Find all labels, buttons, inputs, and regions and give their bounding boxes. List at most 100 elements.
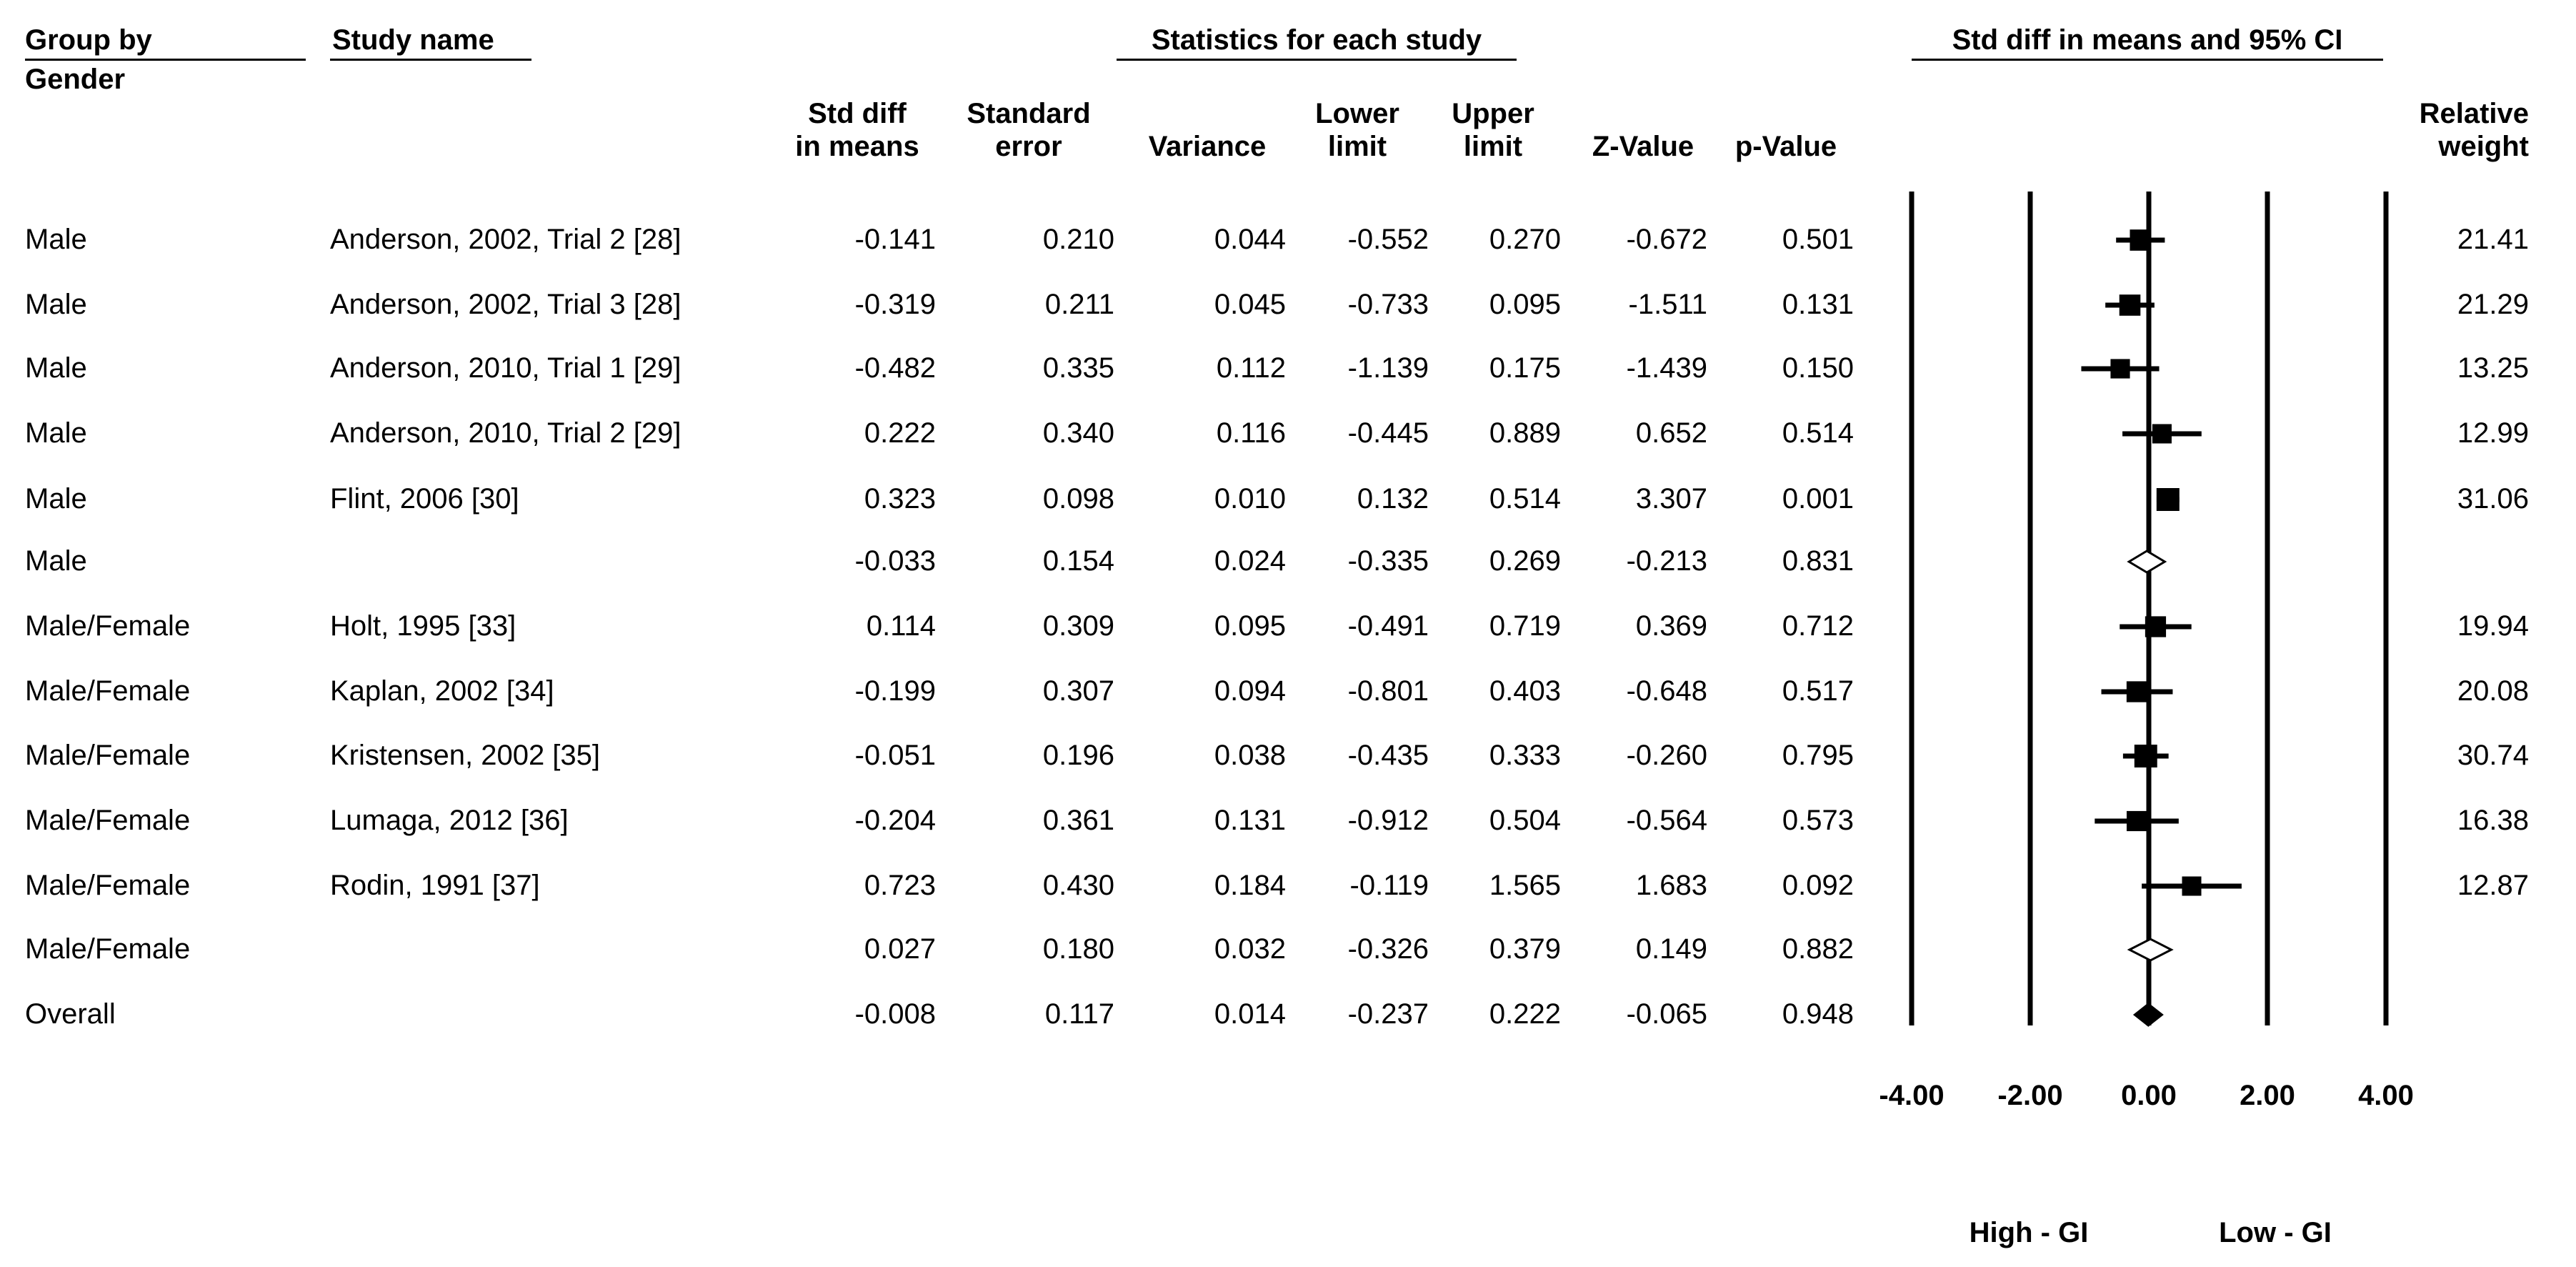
effect-size-marker [2126,810,2147,832]
cell-std-diff: -0.141 [854,224,936,255]
x-tick-label: -4.00 [1879,1080,1945,1111]
cell-std-error: 0.154 [1042,545,1114,577]
cell-lower-limit: -0.335 [1347,545,1429,577]
cell-std-error: 0.340 [1042,417,1114,449]
cell-lower-limit: -0.435 [1347,740,1429,771]
cell-p-value: 0.150 [1782,352,1854,384]
cell-group: Male [25,417,87,449]
cell-study-name: Anderson, 2002, Trial 3 [28] [330,289,682,320]
header-statistics-group: Statistics for each study [1151,24,1482,56]
cell-z-value: 0.369 [1635,610,1707,642]
cell-z-value: -1.439 [1626,352,1707,384]
effect-size-marker [2182,876,2202,896]
cell-study-name: Kaplan, 2002 [34] [330,675,554,707]
cell-std-error: 0.210 [1042,224,1114,255]
col-lower-limit: Lower limit [1315,98,1399,162]
effect-size-marker [2145,616,2167,637]
header-group-by-underline [25,59,306,61]
col-z-value: Z-Value [1592,131,1694,162]
left-direction-label: High - GI [1969,1217,2089,1248]
cell-std-diff: -0.482 [854,352,936,384]
cell-group: Male/Female [25,805,191,836]
cell-std-diff: 0.723 [864,870,936,901]
cell-group: Male [25,224,87,255]
cell-group: Male [25,352,87,384]
col-p-value: p-Value [1734,131,1837,162]
cell-std-error: 0.335 [1042,352,1114,384]
cell-std-diff: 0.323 [864,483,936,515]
cell-group: Male/Female [25,675,191,707]
cell-relative-weight: 12.87 [2457,870,2529,901]
cell-p-value: 0.517 [1782,675,1854,707]
cell-variance: 0.032 [1214,933,1286,965]
effect-size-marker [2126,681,2148,702]
cell-study-name: Anderson, 2002, Trial 2 [28] [330,224,682,255]
cell-std-error: 0.098 [1042,483,1114,515]
cell-std-diff: -0.033 [854,545,936,577]
cell-group: Male/Female [25,870,191,901]
cell-z-value: 3.307 [1635,483,1707,515]
cell-p-value: 0.712 [1782,610,1854,642]
cell-group: Male [25,289,87,320]
cell-upper-limit: 0.269 [1489,545,1561,577]
cell-lower-limit: -0.326 [1347,933,1429,965]
cell-p-value: 0.092 [1782,870,1854,901]
cell-variance: 0.095 [1214,610,1286,642]
cell-p-value: 0.131 [1782,289,1854,320]
cell-lower-limit: -0.491 [1347,610,1429,642]
x-tick-label: -2.00 [1997,1080,2063,1111]
cell-z-value: -1.511 [1628,289,1707,320]
cell-upper-limit: 0.504 [1489,805,1561,836]
cell-upper-limit: 0.333 [1489,740,1561,771]
cell-relative-weight: 20.08 [2457,675,2529,707]
cell-p-value: 0.882 [1782,933,1854,965]
cell-upper-limit: 1.565 [1489,870,1561,901]
x-tick-label: 0.00 [2121,1080,2177,1111]
cell-std-diff: -0.204 [854,805,936,836]
cell-study-name: Anderson, 2010, Trial 1 [29] [330,352,682,384]
effect-size-marker [2119,294,2141,316]
right-direction-label: Low - GI [2219,1217,2332,1248]
effect-size-marker [2156,488,2180,511]
cell-std-diff: -0.199 [854,675,936,707]
cell-z-value: -0.260 [1626,740,1707,771]
cell-std-diff: 0.027 [864,933,936,965]
cell-study-name: Holt, 1995 [33] [330,610,516,642]
cell-relative-weight: 31.06 [2457,483,2529,515]
cell-group: Male/Female [25,610,191,642]
cell-p-value: 0.514 [1782,417,1854,449]
cell-lower-limit: -1.139 [1347,352,1429,384]
cell-std-error: 0.117 [1044,998,1114,1030]
cell-variance: 0.024 [1214,545,1286,577]
col-std-error: Standard error [967,98,1091,162]
header-ci-underline [1912,59,2383,61]
col-relative-weight: Relative weight [2419,98,2529,162]
header-statistics-underline [1117,59,1517,61]
cell-upper-limit: 0.095 [1489,289,1561,320]
cell-lower-limit: -0.119 [1349,870,1429,901]
cell-std-error: 0.196 [1042,740,1114,771]
cell-p-value: 0.501 [1782,224,1854,255]
cell-p-value: 0.573 [1782,805,1854,836]
header-gender: Gender [25,64,126,95]
cell-variance: 0.112 [1216,352,1286,384]
cell-upper-limit: 0.403 [1489,675,1561,707]
cell-relative-weight: 21.29 [2457,289,2529,320]
col-variance: Variance [1148,131,1267,162]
cell-relative-weight: 30.74 [2457,740,2529,771]
cell-std-diff: 0.114 [866,610,936,642]
cell-p-value: 0.001 [1782,483,1854,515]
cell-group: Male [25,545,87,577]
cell-std-error: 0.211 [1044,289,1114,320]
cell-p-value: 0.948 [1782,998,1854,1030]
cell-upper-limit: 0.175 [1489,352,1561,384]
cell-study-name: Kristensen, 2002 [35] [330,740,601,771]
subtotal-diamond [2127,938,2174,962]
cell-z-value: -0.065 [1626,998,1707,1030]
cell-z-value: 1.683 [1635,870,1707,901]
cell-variance: 0.045 [1214,289,1286,320]
cell-std-error: 0.361 [1042,805,1114,836]
effect-size-marker [2110,359,2130,379]
header-group-by: Group by [25,24,152,56]
